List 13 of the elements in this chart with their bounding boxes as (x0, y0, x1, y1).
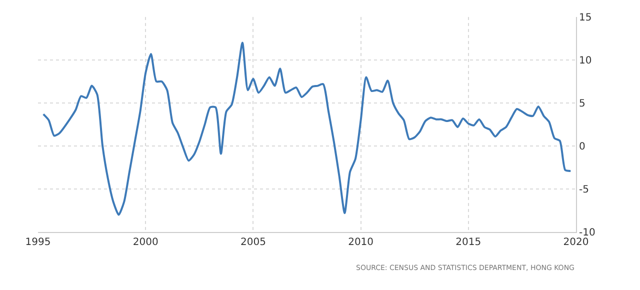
y-tick-label: -10 (579, 228, 596, 238)
x-tick-label: 2000 (132, 237, 158, 248)
x-tick-label: 2010 (348, 237, 374, 248)
y-tick-label: -5 (579, 184, 589, 196)
y-tick-label: 0 (579, 142, 586, 152)
x-tick-label: 2005 (240, 237, 266, 248)
x-tick-label: 2015 (456, 237, 482, 248)
line-series (42, 42, 572, 216)
y-tick-label: 10 (579, 56, 592, 66)
x-tick-label: 1995 (25, 237, 51, 248)
y-tick-label: 15 (579, 12, 592, 24)
y-tick-label: 5 (579, 98, 586, 110)
x-tick-label: 2020 (563, 237, 589, 248)
